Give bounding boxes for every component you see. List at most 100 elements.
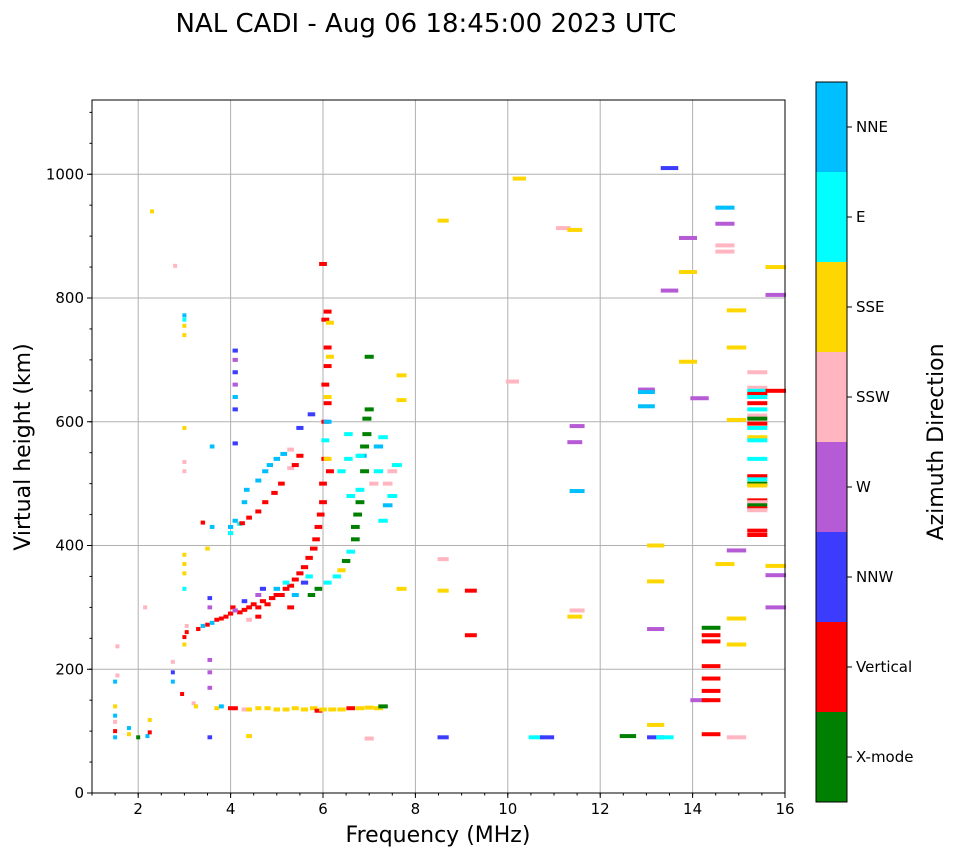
echo-point: [241, 707, 248, 712]
echo-point: [207, 657, 213, 662]
echo-point: [113, 704, 118, 709]
y-tick-label: 200: [55, 660, 84, 678]
echo-point: [170, 679, 175, 684]
echo-point: [747, 532, 768, 537]
echo-point: [647, 735, 665, 740]
echo-point: [747, 401, 768, 406]
echo-point: [321, 317, 330, 322]
x-tick-label: 14: [683, 800, 702, 818]
echo-point: [464, 633, 477, 638]
echo-point: [323, 309, 332, 314]
echo-point: [145, 734, 150, 739]
echo-point: [726, 345, 747, 350]
echo-point: [287, 605, 295, 610]
echo-point: [678, 235, 698, 240]
echo-point: [619, 734, 637, 739]
echo-point: [307, 593, 316, 597]
axis-ticks: 2 4 6 8 10 12 14 16 0 200 400 600 800 1000: [46, 111, 795, 818]
colorbar-swatch-ssw: [816, 352, 847, 442]
echo-point: [196, 627, 201, 632]
echo-point: [246, 734, 252, 739]
echo-point: [182, 459, 187, 464]
echo-point: [726, 417, 747, 422]
echo-point: [701, 639, 721, 644]
echo-point: [346, 549, 356, 554]
echo-point: [540, 735, 555, 740]
echo-point: [182, 586, 187, 591]
echo-point: [182, 642, 187, 647]
y-axis-label: Virtual height (km): [11, 343, 36, 550]
echo-point: [207, 670, 213, 675]
echo-point: [184, 630, 189, 635]
echo-point: [726, 548, 747, 553]
echo-point: [321, 382, 330, 387]
echo-point: [337, 568, 346, 573]
echo-point: [191, 701, 196, 706]
echo-point: [678, 359, 698, 364]
echo-point: [268, 596, 276, 601]
echo-point: [218, 704, 224, 709]
echo-point: [323, 401, 332, 406]
echo-point: [701, 633, 721, 638]
echo-point: [437, 557, 449, 562]
echo-point: [113, 729, 118, 734]
echo-point: [182, 313, 187, 318]
echo-point: [690, 396, 709, 401]
echo-point: [701, 688, 721, 693]
echo-point: [765, 573, 787, 578]
echo-point: [355, 706, 365, 711]
echo-point: [637, 390, 655, 395]
echo-point: [391, 463, 402, 468]
echo-point: [332, 574, 341, 579]
echo-point: [273, 456, 281, 461]
echo-point: [182, 333, 187, 338]
echo-point: [232, 382, 238, 387]
echo-point: [323, 345, 332, 350]
echo-point: [747, 508, 768, 513]
echo-point: [569, 608, 585, 613]
colorbar-swatch-e: [816, 172, 847, 262]
echo-point: [528, 735, 543, 740]
echo-point: [291, 706, 299, 711]
echo-point: [747, 456, 768, 461]
echo-point: [715, 243, 735, 248]
echo-point: [569, 424, 585, 429]
echo-point: [232, 608, 238, 613]
echo-point: [239, 521, 245, 526]
echo-point: [264, 602, 271, 607]
x-tick-label: 10: [498, 800, 517, 818]
colorbar-tick-label: SSE: [856, 298, 885, 316]
plot-frame: [91, 99, 786, 794]
echo-point: [387, 469, 398, 474]
echo-point: [170, 659, 175, 664]
echo-point: [567, 227, 583, 232]
echo-point: [350, 524, 360, 529]
echo-point: [273, 593, 281, 597]
echo-point: [136, 735, 141, 740]
echo-point: [325, 320, 334, 325]
colorbar: X-mode Vertical NNW W SSW SSE E NNE: [815, 81, 913, 803]
echo-point: [291, 463, 299, 468]
echo-point: [126, 732, 131, 737]
echo-point: [287, 583, 295, 588]
x-tick-label: 2: [133, 800, 143, 818]
echo-point: [715, 205, 735, 210]
x-tick-label: 16: [775, 800, 794, 818]
colorbar-swatch-nnw: [816, 532, 847, 622]
echo-point: [437, 735, 449, 740]
echo-point: [747, 483, 768, 488]
echo-point: [396, 398, 407, 403]
echo-point: [207, 596, 213, 601]
echo-point: [232, 518, 238, 523]
echo-point: [307, 412, 316, 417]
echo-point: [701, 664, 721, 669]
echo-point: [259, 586, 266, 591]
echo-point: [266, 463, 274, 468]
echo-point: [243, 487, 250, 492]
echo-point: [113, 719, 118, 724]
echo-point: [373, 469, 384, 474]
echo-point: [355, 453, 365, 458]
x-tick-label: 6: [318, 800, 328, 818]
echo-point: [232, 370, 238, 375]
